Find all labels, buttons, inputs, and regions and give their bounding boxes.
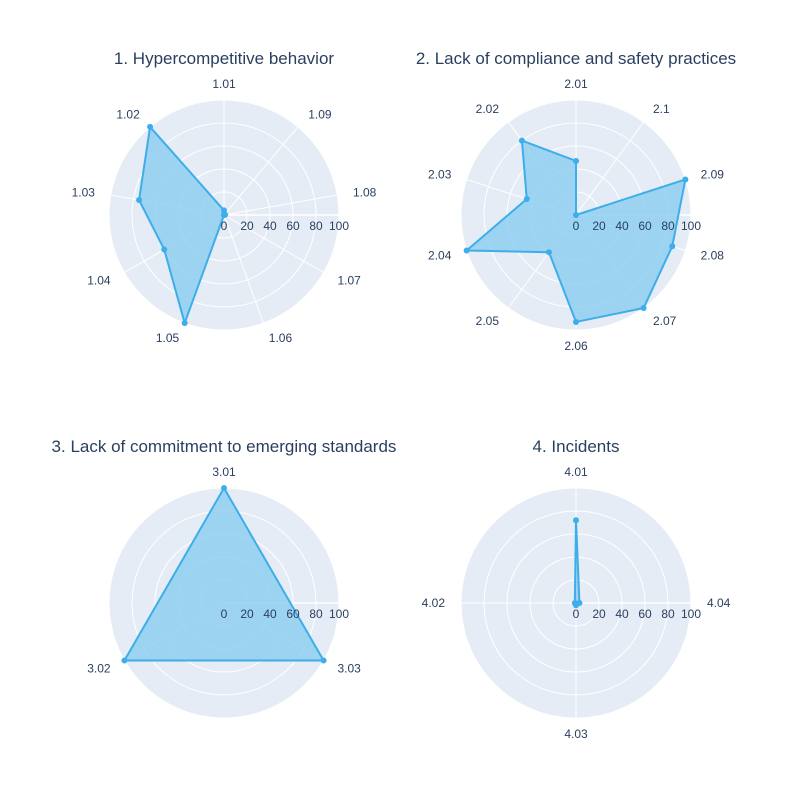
radial-tick-label: 20 [240,607,254,621]
category-label: 4.01 [564,465,588,479]
radial-tick-label: 40 [615,219,629,233]
category-label: 2.04 [428,248,452,262]
series-area [123,487,325,662]
angular-gridline [223,214,264,324]
data-point [147,123,154,130]
category-label: 1.02 [116,108,140,122]
chart-title: 1. Hypercompetitive behavior [114,49,335,68]
data-point [573,318,579,325]
radial-tick-label: 0 [221,607,228,621]
chart-title: 3. Lack of commitment to emerging standa… [52,437,397,456]
data-point [523,196,530,203]
radial-tick-label: 80 [661,607,675,621]
category-label: 2.07 [653,314,677,328]
data-point [320,657,327,664]
radial-tick-label: 80 [309,607,323,621]
data-point [682,176,689,183]
data-point [573,212,579,218]
category-label: 2.08 [701,248,725,262]
data-point [121,657,128,664]
data-point [136,197,143,204]
category-label: 1.03 [72,185,96,199]
radial-tick-label: 40 [263,219,277,233]
category-label: 1.07 [337,274,361,288]
chart-title: 2. Lack of compliance and safety practic… [416,49,736,68]
radial-tick-label: 100 [329,219,349,233]
category-label: 2.02 [476,102,500,116]
category-label: 2.1 [653,102,670,116]
category-label: 2.05 [476,314,500,328]
category-label: 4.04 [707,596,731,610]
radial-tick-label: 60 [286,219,300,233]
category-label: 1.09 [308,108,332,122]
angular-gridline [223,126,299,216]
angular-gridline [223,214,324,273]
radar-panel-1: 0 20 40 60 80 100 1.01 1.09 1.08 1.07 1.06 1.05 1.04… [72,49,377,345]
radial-tick-label: 80 [661,219,675,233]
data-point [669,243,676,250]
data-point [573,157,579,164]
data-point [221,485,227,491]
radial-tick-label: 80 [309,219,323,233]
category-label: 2.09 [701,168,725,182]
data-point [518,137,525,144]
angular-gridline [223,194,338,216]
radial-tick-label: 40 [615,607,629,621]
data-point [640,305,647,312]
category-label: 2.06 [564,339,588,353]
data-point [181,320,188,327]
radial-tick-label: 20 [240,219,254,233]
angular-gridline [575,121,644,216]
category-label: 1.05 [156,331,180,345]
category-label: 3.02 [87,662,111,676]
category-label: 3.01 [212,465,236,479]
radial-tick-label: 100 [329,607,349,621]
category-label: 1.08 [353,185,377,199]
data-point [571,600,578,606]
radial-tick-label: 60 [638,219,652,233]
category-label: 2.03 [428,168,452,182]
radial-tick-label: 20 [592,219,606,233]
category-label: 1.06 [269,331,293,345]
data-point [545,249,552,256]
radial-tick-label: 100 [681,607,701,621]
category-label: 2.01 [564,77,588,91]
radial-tick-label: 0 [573,219,580,233]
radial-tick-label: 60 [638,607,652,621]
data-point [161,246,168,253]
chart-title: 4. Incidents [533,437,620,456]
data-point [463,247,470,254]
category-label: 1.04 [87,274,111,288]
radar-panel-3: 0 20 40 60 80 100 3.01 3.03 3.02 3. Lack of commi… [52,437,397,719]
radial-tick-label: 40 [263,607,277,621]
category-label: 3.03 [337,662,361,676]
radar-panel-4: 0 20 40 60 80 100 4.01 4.04 4.03 4.02 4. Incidents [422,437,731,741]
radial-tick-label: 100 [681,219,701,233]
radar-panel-2: 0 20 40 60 80 100 2.01 2.1 2.09 2.08 2.07 2.06 2.05 2… [416,49,736,353]
radial-tick-label: 20 [592,607,606,621]
category-label: 1.01 [212,77,236,91]
radial-tick-label: 60 [286,607,300,621]
radial-tick-label: 0 [573,607,580,621]
data-point [221,212,227,218]
radial-tick-label: 0 [221,219,228,233]
data-point [573,517,579,524]
category-label: 4.02 [422,596,446,610]
category-label: 4.03 [564,727,588,741]
